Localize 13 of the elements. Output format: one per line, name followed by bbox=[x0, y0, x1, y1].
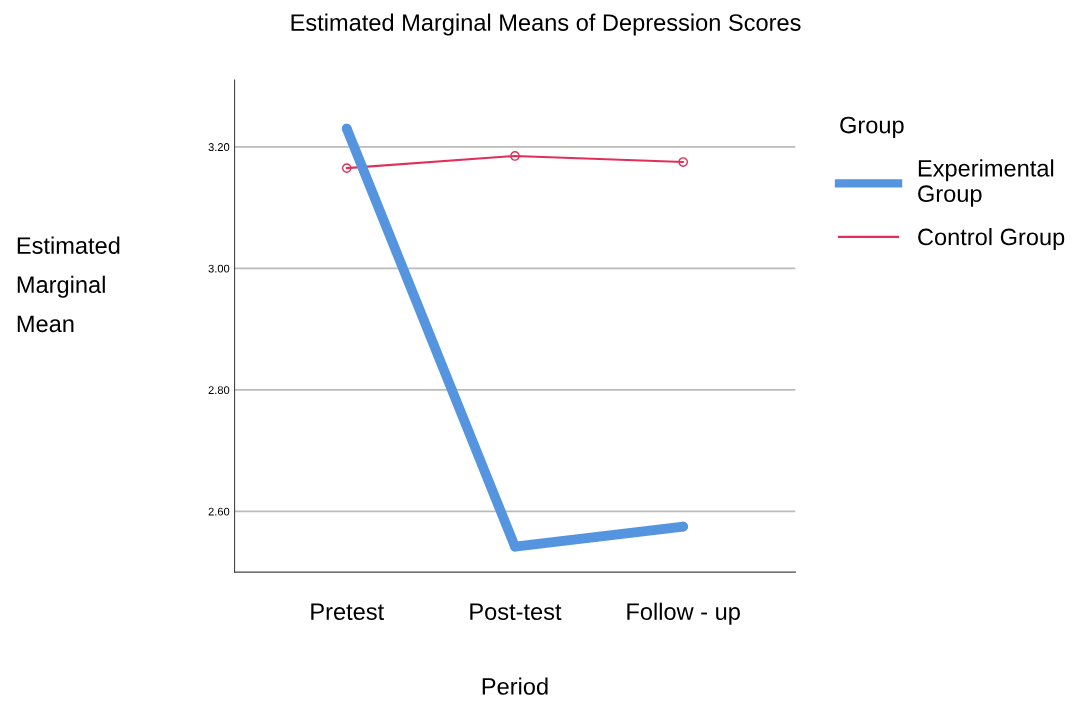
legend-label: Experimental Group bbox=[918, 159, 1054, 207]
y-tick-label: 2.60 bbox=[208, 507, 230, 516]
y-tick-label: 3.00 bbox=[208, 264, 230, 273]
x-tick-label: Pretest bbox=[311, 603, 384, 621]
x-tick-label: Follow - up bbox=[627, 602, 740, 625]
y-axis-title: Estimated Marginal Mean bbox=[17, 236, 120, 333]
chart-title: Estimated Marginal Means of Depression Scores bbox=[291, 13, 801, 36]
legend-label: Control Group bbox=[918, 227, 1065, 250]
y-tick-label: 3.20 bbox=[208, 143, 230, 151]
y-tick-label: 2.80 bbox=[208, 386, 230, 395]
x-axis-title: Period bbox=[482, 677, 548, 695]
x-tick-label: Post-test bbox=[470, 603, 562, 621]
legend-title: Group bbox=[840, 116, 904, 139]
